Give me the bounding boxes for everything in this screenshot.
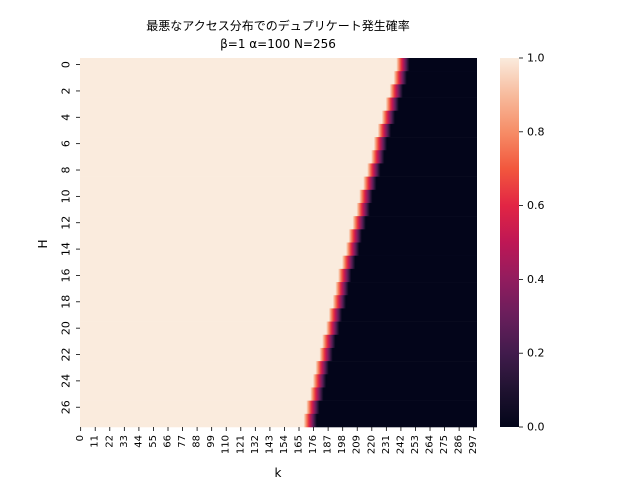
- heatmap-row-16: [80, 269, 477, 282]
- y-tick-label: 4: [60, 114, 73, 121]
- y-tick-label: 20: [60, 321, 73, 335]
- x-tick-label: 11: [90, 435, 101, 448]
- x-tick-label: 66: [163, 435, 174, 448]
- y-tick-label: 0: [60, 61, 73, 68]
- x-axis-label: k: [275, 466, 282, 480]
- heatmap-row-20: [80, 322, 477, 335]
- colorbar-tick-label: 0.4: [527, 273, 545, 286]
- heatmap-row-21: [80, 335, 477, 348]
- heatmap-row-0: [80, 58, 477, 71]
- x-tick-label: 242: [395, 435, 406, 454]
- x-tick-label: 0: [75, 435, 86, 441]
- x-tick-label: 231: [381, 435, 392, 454]
- chart-title: 最悪なアクセス分布でのデュプリケート発生確率: [146, 18, 409, 33]
- x-tick-label: 88: [192, 435, 203, 448]
- y-tick-label: 14: [60, 242, 73, 256]
- heatmap-row-25: [80, 387, 477, 400]
- heatmap-row-22: [80, 348, 477, 361]
- heatmap-cells: [80, 58, 477, 427]
- colorbar-gradient: [500, 58, 519, 427]
- heatmap-row-14: [80, 243, 477, 256]
- heatmap-row-5: [80, 124, 477, 137]
- heatmap-row-17: [80, 282, 477, 295]
- heatmap-row-3: [80, 98, 477, 111]
- heatmap-row-24: [80, 374, 477, 387]
- x-tick-label: 99: [206, 435, 217, 448]
- x-tick-label: 44: [133, 435, 144, 448]
- y-tick-label: 6: [60, 140, 73, 147]
- heatmap-row-26: [80, 401, 477, 414]
- x-tick-label: 198: [337, 435, 348, 454]
- colorbar-tick-label: 0.6: [527, 199, 545, 212]
- heatmap-row-18: [80, 295, 477, 308]
- y-tick-label: 12: [60, 216, 73, 230]
- heatmap-row-1: [80, 71, 477, 84]
- x-tick-label: 121: [235, 435, 246, 454]
- y-tick-label: 10: [60, 189, 73, 203]
- chart-subtitle: β=1 α=100 N=256: [220, 37, 336, 51]
- x-tick-label: 143: [264, 435, 275, 454]
- y-tick-label: 26: [60, 400, 73, 414]
- heatmap-row-9: [80, 177, 477, 190]
- x-tick-label: 264: [425, 435, 436, 454]
- x-tick-label: 176: [308, 435, 319, 454]
- colorbar-tick-label: 0.8: [527, 125, 545, 138]
- x-tick-label: 253: [410, 435, 421, 454]
- x-tick-label: 220: [366, 435, 377, 454]
- x-tick-label: 209: [352, 435, 363, 454]
- x-tick-label: 165: [294, 435, 305, 454]
- x-tick-label: 132: [250, 435, 261, 454]
- colorbar: [500, 58, 519, 427]
- x-tick-label: 33: [119, 435, 130, 448]
- x-tick-label: 22: [104, 435, 115, 448]
- heatmap-row-6: [80, 137, 477, 150]
- y-tick-label: 16: [60, 268, 73, 282]
- colorbar-tick-label: 0.2: [527, 347, 545, 360]
- heatmap-row-7: [80, 150, 477, 163]
- heatmap-row-19: [80, 308, 477, 321]
- heatmap-row-8: [80, 163, 477, 176]
- x-tick-label: 286: [454, 435, 465, 454]
- colorbar-tick-label: 0.0: [527, 421, 545, 434]
- heatmap-row-2: [80, 84, 477, 97]
- heatmap-row-12: [80, 216, 477, 229]
- heatmap-row-4: [80, 111, 477, 124]
- colorbar-tick-label: 1.0: [527, 52, 545, 65]
- x-tick-label: 297: [468, 435, 479, 454]
- x-tick-label: 187: [323, 435, 334, 454]
- heatmap-row-10: [80, 190, 477, 203]
- x-tick-label: 55: [148, 435, 159, 448]
- x-tick-label: 77: [177, 435, 188, 448]
- heatmap-row-11: [80, 203, 477, 216]
- y-tick-label: 24: [60, 374, 73, 388]
- heatmap-row-27: [80, 414, 477, 427]
- heatmap-row-15: [80, 256, 477, 269]
- heatmap-row-13: [80, 229, 477, 242]
- x-tick-label: 154: [279, 435, 290, 454]
- y-tick-label: 18: [60, 295, 73, 309]
- y-tick-label: 2: [60, 87, 73, 94]
- y-axis-label: H: [36, 239, 50, 248]
- heatmap-row-23: [80, 361, 477, 374]
- x-tick-label: 275: [439, 435, 450, 454]
- y-tick-label: 8: [60, 167, 73, 174]
- x-tick-label: 110: [221, 435, 232, 454]
- y-tick-label: 22: [60, 348, 73, 362]
